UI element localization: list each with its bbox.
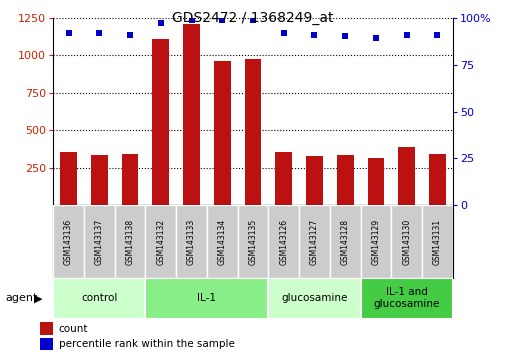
Text: glucosamine: glucosamine bbox=[281, 293, 347, 303]
Bar bbox=[275, 152, 291, 205]
Text: GSM143127: GSM143127 bbox=[310, 218, 318, 265]
Text: IL-1: IL-1 bbox=[197, 293, 216, 303]
Point bbox=[187, 17, 195, 22]
Point bbox=[340, 34, 348, 39]
FancyBboxPatch shape bbox=[329, 205, 360, 278]
Point bbox=[248, 17, 257, 22]
Point bbox=[402, 32, 410, 38]
Bar bbox=[90, 155, 108, 205]
Text: count: count bbox=[59, 324, 88, 333]
Text: GSM143131: GSM143131 bbox=[432, 218, 441, 265]
Bar bbox=[244, 59, 261, 205]
Text: GSM143137: GSM143137 bbox=[94, 218, 104, 265]
Text: IL-1 and
glucosamine: IL-1 and glucosamine bbox=[373, 287, 439, 309]
Text: GSM143136: GSM143136 bbox=[64, 218, 73, 265]
Point bbox=[310, 32, 318, 38]
FancyBboxPatch shape bbox=[268, 205, 298, 278]
Text: control: control bbox=[81, 293, 117, 303]
FancyBboxPatch shape bbox=[207, 205, 237, 278]
Bar bbox=[40, 338, 53, 350]
Bar bbox=[397, 147, 415, 205]
FancyBboxPatch shape bbox=[145, 278, 268, 319]
Point bbox=[95, 30, 103, 35]
Text: GSM143135: GSM143135 bbox=[248, 218, 257, 265]
Bar bbox=[121, 154, 138, 205]
Text: GSM143129: GSM143129 bbox=[371, 218, 380, 265]
FancyBboxPatch shape bbox=[176, 205, 207, 278]
Text: ▶: ▶ bbox=[34, 293, 43, 303]
FancyBboxPatch shape bbox=[298, 205, 329, 278]
FancyBboxPatch shape bbox=[268, 278, 360, 319]
Text: GSM143132: GSM143132 bbox=[156, 218, 165, 265]
Bar bbox=[60, 152, 77, 205]
Bar bbox=[306, 156, 322, 205]
Text: percentile rank within the sample: percentile rank within the sample bbox=[59, 339, 234, 349]
Point bbox=[371, 35, 379, 41]
Point bbox=[433, 32, 441, 38]
FancyBboxPatch shape bbox=[390, 205, 421, 278]
FancyBboxPatch shape bbox=[53, 205, 84, 278]
Point bbox=[279, 30, 287, 35]
Text: GDS2472 / 1368249_at: GDS2472 / 1368249_at bbox=[172, 11, 333, 25]
Bar bbox=[214, 61, 230, 205]
Text: GSM143133: GSM143133 bbox=[187, 218, 195, 265]
Bar bbox=[336, 155, 353, 205]
FancyBboxPatch shape bbox=[53, 278, 145, 319]
Text: GSM143126: GSM143126 bbox=[279, 218, 288, 265]
Text: agent: agent bbox=[5, 293, 37, 303]
Bar bbox=[152, 39, 169, 205]
FancyBboxPatch shape bbox=[360, 278, 452, 319]
Bar bbox=[428, 154, 445, 205]
Text: GSM143130: GSM143130 bbox=[401, 218, 411, 265]
Text: GSM143138: GSM143138 bbox=[125, 218, 134, 265]
Point bbox=[157, 21, 165, 26]
FancyBboxPatch shape bbox=[421, 205, 452, 278]
FancyBboxPatch shape bbox=[360, 205, 390, 278]
Bar bbox=[367, 158, 384, 205]
Text: GSM143128: GSM143128 bbox=[340, 219, 349, 264]
Point bbox=[64, 30, 72, 35]
Bar bbox=[40, 322, 53, 335]
Text: GSM143134: GSM143134 bbox=[217, 218, 226, 265]
FancyBboxPatch shape bbox=[84, 205, 115, 278]
FancyBboxPatch shape bbox=[115, 205, 145, 278]
FancyBboxPatch shape bbox=[145, 205, 176, 278]
Bar bbox=[183, 24, 199, 205]
Point bbox=[126, 32, 134, 38]
FancyBboxPatch shape bbox=[237, 205, 268, 278]
Point bbox=[218, 17, 226, 22]
